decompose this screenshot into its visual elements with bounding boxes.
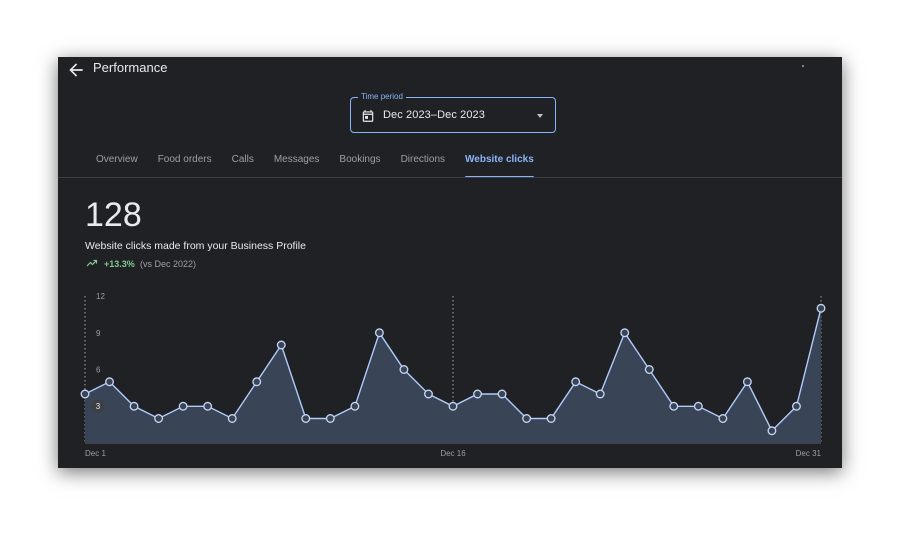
data-point[interactable] — [154, 414, 164, 423]
hover-value-badge — [91, 399, 105, 413]
change-percent: +13.3% — [104, 259, 135, 269]
data-point[interactable] — [767, 426, 777, 436]
x-tick-label: Dec 16 — [440, 449, 466, 458]
data-point[interactable] — [669, 401, 679, 411]
data-point[interactable] — [374, 328, 384, 338]
tab-bookings[interactable]: Bookings — [339, 154, 381, 165]
data-point[interactable] — [276, 340, 286, 350]
calendar-icon — [362, 110, 374, 122]
chevron-down-icon — [537, 114, 543, 118]
data-point[interactable] — [105, 377, 114, 387]
data-point[interactable] — [325, 414, 335, 423]
data-point[interactable] — [693, 401, 703, 411]
data-point[interactable] — [178, 401, 188, 411]
data-point[interactable] — [522, 414, 532, 423]
data-point[interactable] — [80, 389, 90, 399]
data-point[interactable] — [252, 377, 262, 387]
x-tick-label: Dec 1 — [85, 449, 106, 458]
data-point[interactable] — [129, 401, 139, 411]
tab-overview[interactable]: Overview — [96, 154, 138, 165]
tab-directions[interactable]: Directions — [400, 154, 446, 165]
data-point[interactable] — [816, 303, 826, 313]
arrow-back-icon[interactable] — [66, 60, 86, 80]
data-point[interactable] — [399, 365, 409, 374]
metric-tabs: Overview Food orders Calls Messages Book… — [86, 154, 544, 178]
series-area — [85, 308, 821, 443]
data-point[interactable] — [546, 414, 556, 423]
data-point[interactable] — [203, 401, 213, 411]
y-tick-label: 6 — [96, 366, 101, 375]
tab-messages[interactable]: Messages — [273, 154, 320, 165]
data-point[interactable] — [571, 377, 581, 387]
tab-website-clicks[interactable]: Website clicks — [465, 154, 534, 178]
data-point[interactable] — [742, 377, 752, 387]
menu-dot — [802, 65, 804, 67]
hover-value-label: 3 — [96, 402, 101, 411]
data-point[interactable] — [620, 328, 630, 338]
page-title: Performance — [93, 60, 168, 75]
tabs-divider — [58, 177, 842, 178]
tab-calls[interactable]: Calls — [231, 154, 254, 165]
comparison-period: (vs Dec 2022) — [140, 259, 197, 269]
y-tick-label: 12 — [96, 292, 105, 301]
total-clicks-value: 128 — [85, 196, 142, 234]
data-point[interactable] — [595, 389, 605, 399]
time-period-value: Dec 2023–Dec 2023 — [383, 109, 485, 121]
data-point[interactable] — [792, 401, 801, 411]
y-tick-label: 9 — [96, 329, 101, 338]
data-point[interactable] — [497, 389, 507, 399]
tab-food-orders[interactable]: Food orders — [157, 154, 212, 165]
trending-up-icon — [86, 259, 98, 267]
data-point[interactable] — [718, 414, 728, 423]
data-point[interactable] — [448, 401, 458, 411]
data-point[interactable] — [473, 389, 482, 399]
data-point[interactable] — [227, 414, 237, 423]
performance-window: Performance Time period Dec 2023–Dec 202… — [58, 57, 842, 468]
x-tick-label: Dec 31 — [796, 449, 822, 458]
metric-description: Website clicks made from your Business P… — [85, 240, 306, 252]
time-period-select[interactable]: Time period Dec 2023–Dec 2023 — [350, 92, 556, 133]
data-point[interactable] — [424, 389, 433, 399]
time-period-label: Time period — [358, 92, 406, 102]
data-point[interactable] — [644, 365, 654, 374]
data-point[interactable] — [350, 401, 360, 411]
data-point[interactable] — [301, 414, 311, 423]
